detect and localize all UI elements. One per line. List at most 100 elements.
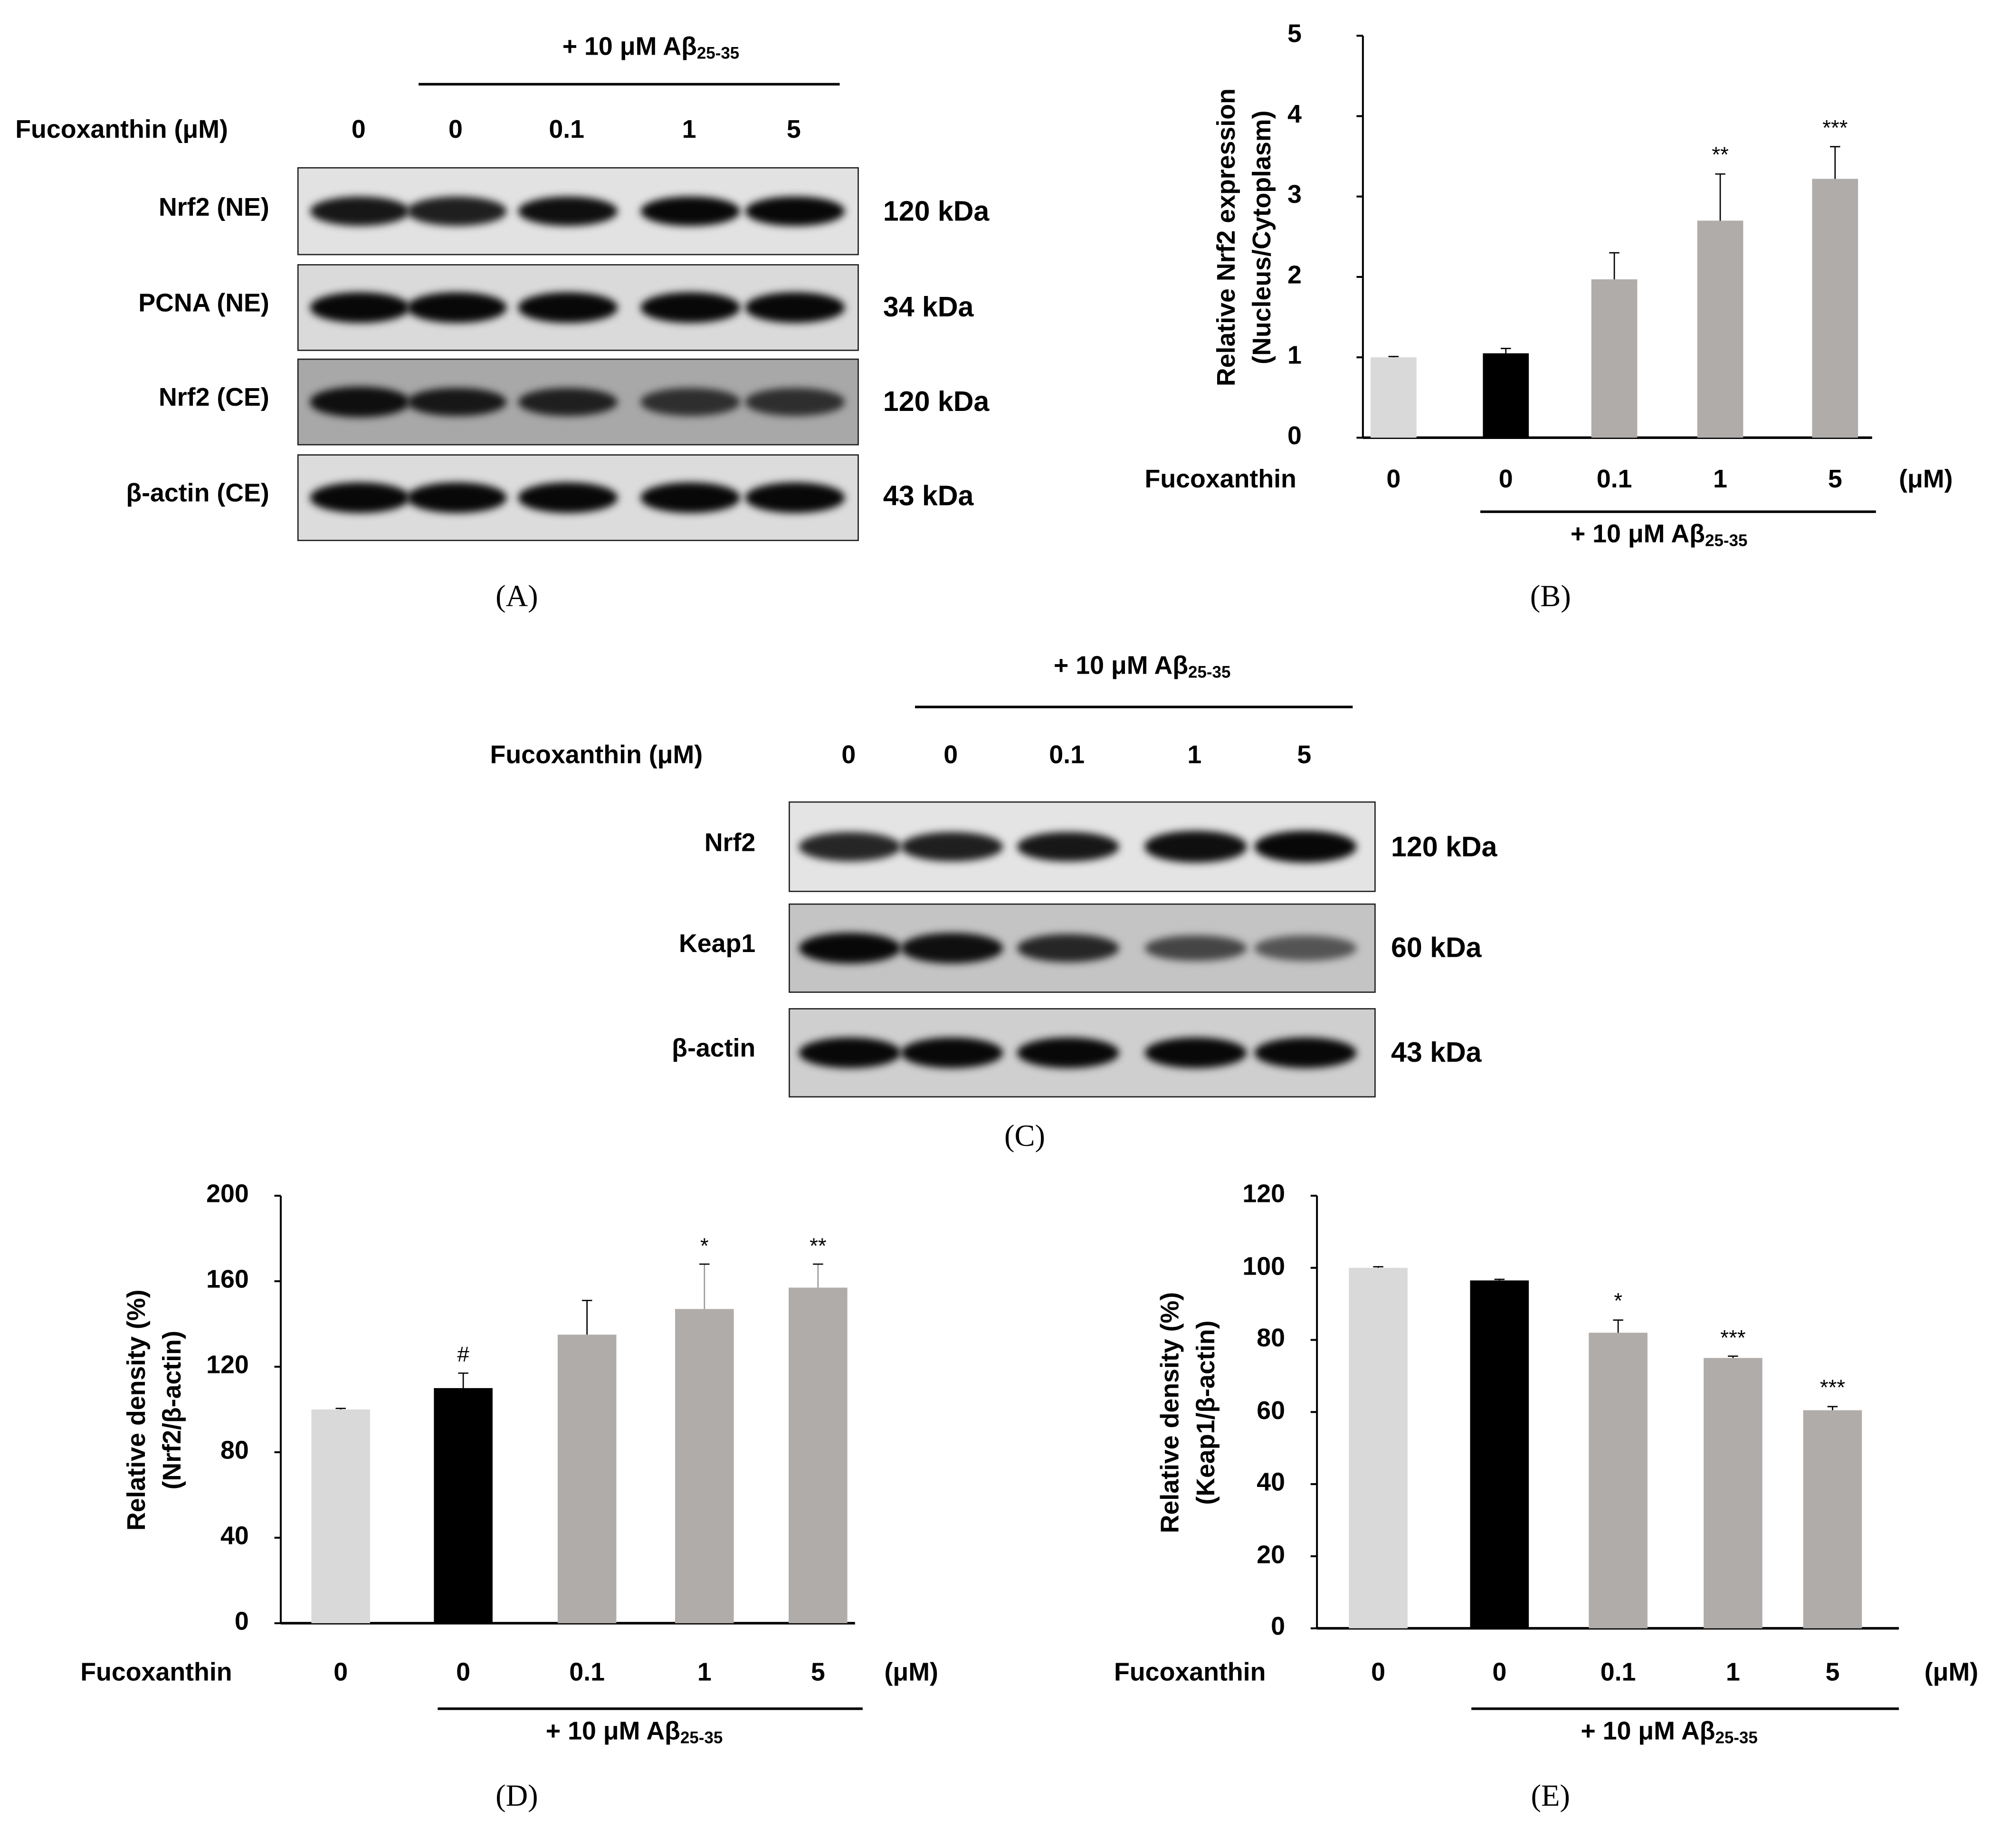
x-tick-label: 1	[1713, 466, 1727, 494]
dose-label: 0	[351, 116, 366, 144]
blot-membrane	[297, 454, 859, 541]
x-tick-label: 5	[1825, 1659, 1840, 1687]
bar	[311, 1409, 370, 1623]
y-tick-label: 80	[1257, 1324, 1286, 1353]
abeta-subscript: 25-35	[680, 1728, 723, 1747]
significance-marker: ***	[1822, 116, 1848, 141]
abeta-label: + 10 μM Aβ25-35	[1581, 1718, 1757, 1747]
treatment-label: Fucoxanthin	[1114, 1659, 1266, 1687]
y-tick-label: 2	[1287, 261, 1302, 290]
abeta-prefix: + 10 μM Aβ	[545, 1717, 680, 1746]
protein-band	[901, 933, 1003, 963]
panel-caption: (A)	[495, 581, 538, 614]
abeta-prefix: + 10 μM Aβ	[562, 33, 697, 61]
protein-band	[745, 483, 845, 513]
y-axis-label-secondary: (Nrf2/β-actin)	[159, 1330, 187, 1489]
protein-band	[799, 832, 901, 861]
x-tick-label: 0.1	[569, 1659, 605, 1687]
bar	[1812, 179, 1858, 438]
molecular-weight-label: 43 kDa	[883, 480, 974, 512]
dose-label: 0.1	[1049, 741, 1085, 770]
dose-label: 0	[841, 741, 856, 770]
protein-band	[745, 292, 845, 323]
significance-marker: **	[1712, 143, 1729, 168]
y-axis-label: Relative Nrf2 expression	[1213, 87, 1241, 386]
panel-caption: (D)	[495, 1780, 538, 1814]
y-tick-label: 40	[1257, 1468, 1286, 1497]
significance-marker: #	[457, 1342, 469, 1367]
protein-band	[640, 483, 740, 513]
bar	[1370, 357, 1417, 438]
blot-row-label: Nrf2 (NE)	[158, 193, 269, 222]
abeta-subscript: 25-35	[696, 43, 740, 63]
y-tick-label: 120	[1242, 1180, 1286, 1209]
abeta-bracket-line	[1480, 510, 1876, 513]
x-tick-label: 0	[456, 1659, 471, 1687]
y-tick-label: 0	[1271, 1613, 1286, 1641]
bar	[557, 1334, 617, 1623]
dose-label: 5	[786, 116, 801, 144]
x-tick-label: 0	[1498, 466, 1513, 494]
abeta-header: + 10 μM Aβ25-35	[562, 33, 739, 63]
y-tick-label: 0	[234, 1608, 249, 1636]
significance-marker: ***	[1720, 1325, 1746, 1350]
blot-membrane	[789, 903, 1376, 993]
treatment-label: Fucoxanthin	[80, 1659, 232, 1687]
protein-band	[640, 292, 740, 323]
molecular-weight-label: 34 kDa	[883, 291, 974, 323]
x-tick-label: 0	[1386, 466, 1401, 494]
y-tick-label: 0	[1287, 422, 1302, 451]
protein-band	[310, 292, 410, 323]
protein-band	[1144, 831, 1247, 862]
protein-band	[310, 196, 410, 226]
bar	[675, 1309, 734, 1623]
protein-band	[1254, 935, 1357, 961]
bar	[1591, 279, 1638, 438]
protein-band	[518, 292, 618, 323]
treatment-label: Fucoxanthin (μM)	[15, 116, 228, 144]
abeta-subscript: 25-35	[1188, 662, 1231, 682]
y-axis-label: Relative density (%)	[123, 1289, 152, 1530]
blot-row-label: PCNA (NE)	[138, 289, 269, 318]
y-tick-label: 60	[1257, 1397, 1286, 1425]
blot-membrane	[297, 358, 859, 446]
significance-marker: *	[700, 1233, 709, 1258]
protein-band	[799, 1037, 901, 1068]
y-axis-label-secondary: (Keap1/β-actin)	[1192, 1320, 1221, 1505]
treatment-label: Fucoxanthin (μM)	[490, 741, 703, 770]
blot-row-label: Nrf2 (CE)	[158, 384, 269, 412]
blot-membrane	[789, 801, 1376, 892]
dose-label: 1	[682, 116, 696, 144]
molecular-weight-label: 120 kDa	[883, 194, 990, 227]
protein-band	[901, 1037, 1003, 1068]
y-tick-label: 4	[1287, 101, 1302, 129]
abeta-bracket-line	[915, 705, 1353, 708]
y-tick-label: 40	[220, 1522, 249, 1551]
bar	[1483, 353, 1529, 438]
protein-band	[518, 196, 618, 227]
abeta-header: + 10 μM Aβ25-35	[1054, 652, 1230, 682]
bar	[1803, 1410, 1862, 1629]
protein-band	[1017, 934, 1119, 962]
y-axis-label: Relative density (%)	[1157, 1291, 1185, 1533]
y-tick-label: 120	[206, 1351, 249, 1380]
blot-row-label: Keap1	[678, 930, 756, 959]
panel-caption: (E)	[1531, 1780, 1570, 1814]
significance-marker: *	[1614, 1289, 1622, 1314]
treatment-label: Fucoxanthin	[1144, 466, 1296, 494]
protein-band	[1017, 1037, 1119, 1068]
y-tick-label: 80	[220, 1437, 249, 1465]
x-tick-label: 0	[334, 1659, 348, 1687]
blot-row-label: β-actin	[672, 1035, 756, 1063]
bar	[1704, 1358, 1763, 1629]
unit-label: (μM)	[1899, 466, 1953, 494]
x-tick-label: 1	[697, 1659, 712, 1687]
dose-label: 0	[943, 741, 958, 770]
protein-band	[407, 292, 507, 323]
abeta-label: + 10 μM Aβ25-35	[546, 1718, 723, 1747]
protein-band	[1254, 1037, 1357, 1068]
bar	[434, 1388, 493, 1623]
significance-marker: ***	[1820, 1376, 1846, 1400]
y-tick-label: 200	[206, 1180, 249, 1209]
